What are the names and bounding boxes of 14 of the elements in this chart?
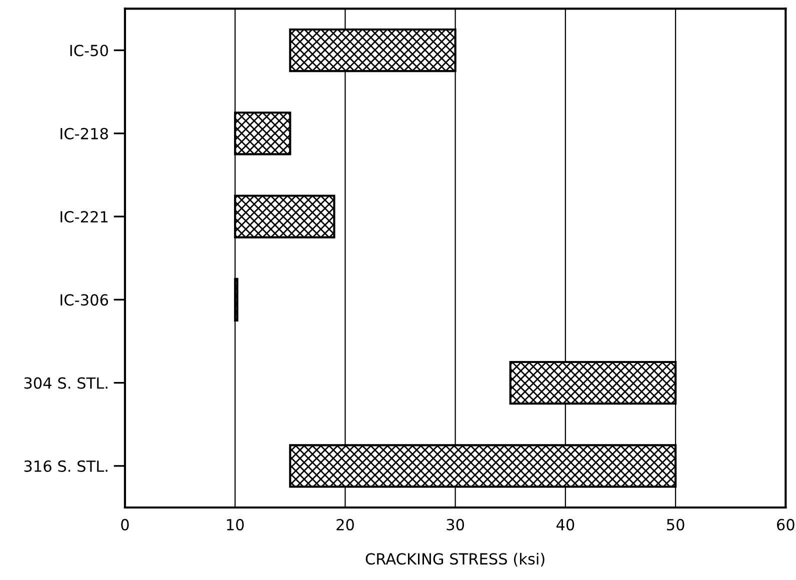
y-tick-label: IC-218	[60, 128, 108, 140]
y-tick-label: 316 S. STL.	[24, 460, 108, 472]
x-axis-title: CRACKING STRESS (ksi)	[366, 552, 544, 566]
y-tick-label: IC-50	[70, 44, 108, 56]
y-tick-label: IC-221	[60, 211, 108, 223]
x-tick-label: 50	[666, 518, 684, 530]
x-tick-label: 40	[556, 518, 574, 530]
x-tick-label: 10	[227, 518, 244, 530]
x-tick-label: 20	[336, 518, 354, 530]
x-tick-label: 60	[777, 518, 794, 530]
x-tick-label: 30	[446, 518, 464, 530]
y-tick-label: 304 S. STL.	[24, 377, 108, 389]
y-tick-label: IC-306	[60, 294, 108, 306]
x-tick-label: 0	[121, 518, 129, 530]
